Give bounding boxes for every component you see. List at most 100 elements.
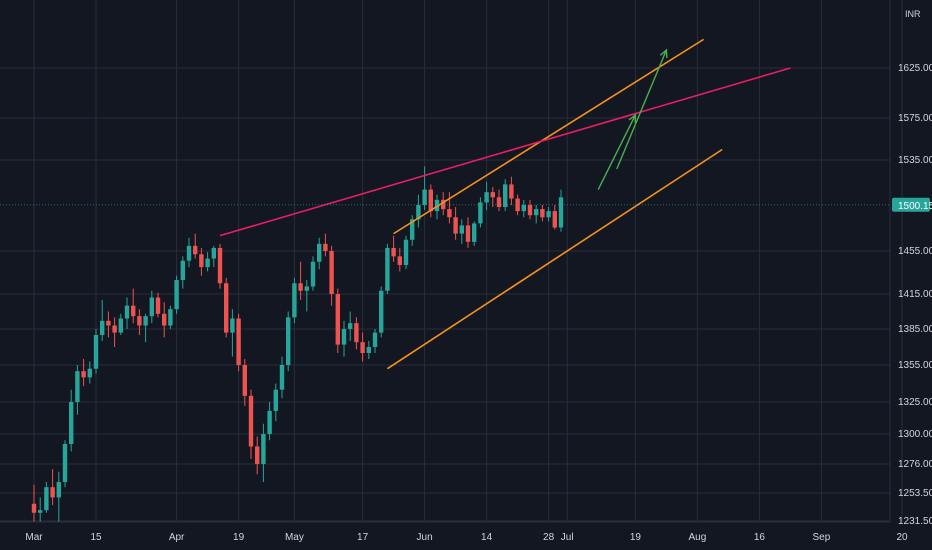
candle-body: [515, 198, 520, 212]
candle-body: [360, 342, 365, 353]
candle-body: [81, 371, 86, 378]
projection-arrow-short: [597, 114, 637, 190]
candle-body: [242, 365, 247, 396]
y-tick-label: 1455.00: [898, 246, 932, 257]
projection-arrow-short-head: [628, 113, 637, 124]
x-tick-label: 14: [481, 532, 493, 543]
x-tick-label: 19: [630, 532, 642, 543]
y-tick-label: 1355.00: [898, 360, 932, 371]
candle-body: [453, 217, 458, 234]
candle-body: [552, 211, 557, 228]
candle-body: [224, 283, 229, 333]
candle-body: [310, 261, 316, 287]
x-tick-label: Jun: [417, 532, 433, 543]
candle-body: [106, 320, 111, 326]
candle-body: [298, 283, 303, 291]
candle-body: [354, 323, 359, 343]
candle-body: [521, 205, 526, 212]
candle-body: [410, 219, 415, 240]
candle-body: [286, 317, 291, 365]
candle-body: [180, 260, 185, 281]
candle-body: [503, 184, 508, 208]
candle-body: [186, 245, 192, 261]
candle-body: [100, 320, 105, 335]
candle-body: [317, 243, 322, 262]
candle-body: [211, 247, 216, 259]
candle-body: [490, 192, 495, 198]
candle-body: [62, 444, 68, 483]
candle-body: [44, 487, 49, 511]
y-tick-label: 1385.00: [898, 324, 932, 335]
candle-body: [323, 243, 328, 251]
candle-body: [267, 410, 272, 434]
candle-body: [441, 199, 446, 210]
grid-lines: [0, 0, 903, 522]
x-tick-label: 17: [357, 532, 369, 543]
candle-body: [527, 205, 533, 216]
y-tick-label: 1276.00: [898, 459, 932, 470]
candle-body: [56, 482, 61, 498]
time-scale[interactable]: Mar 15 Apr 19 May 17 Jun 14 28 Jul 19 Aug 16 Sep 20: [25, 532, 908, 543]
candle-body: [304, 286, 309, 291]
x-tick-label: 15: [90, 532, 102, 543]
x-tick-label: Jul: [561, 532, 574, 543]
candle-body: [93, 335, 99, 369]
candle-body: [385, 247, 390, 291]
candle-body: [230, 318, 235, 333]
candle-body: [155, 297, 161, 314]
candle-body: [348, 323, 353, 329]
y-tick-label: 1625.00: [898, 63, 932, 74]
candle-body: [162, 313, 167, 326]
candle-body: [459, 225, 464, 234]
candle-body: [372, 332, 378, 347]
candle-body: [478, 202, 483, 224]
candle-body: [217, 247, 223, 284]
y-tick-label: 1325.00: [898, 397, 932, 408]
y-tick-label: 1415.00: [898, 289, 932, 300]
resistance-line: [219, 67, 791, 237]
x-tick-label: Mar: [25, 532, 43, 543]
channel-upper-line: [393, 38, 705, 235]
candle-body: [205, 258, 210, 268]
y-tick-label: 1300.00: [898, 429, 932, 440]
candle-body: [335, 294, 340, 345]
candle-body: [131, 305, 136, 317]
candle-body: [509, 184, 514, 199]
candle-body: [366, 347, 371, 353]
candle-body: [391, 247, 396, 257]
candle-body: [261, 434, 266, 464]
x-tick-label: 28: [543, 532, 555, 543]
projection-arrow-long: [616, 49, 668, 170]
candle-body: [118, 318, 123, 333]
candle-body: [416, 205, 421, 220]
candle-body: [397, 256, 402, 265]
candle-body: [484, 192, 489, 203]
last-price-badge: 1500.15: [892, 197, 932, 212]
candle-body: [174, 280, 179, 310]
candle-body: [124, 305, 130, 319]
price-scale[interactable]: 1625.00 1575.00 1535.00 1455.00 1415.00 1385.…: [898, 63, 932, 527]
candle-body: [428, 189, 433, 212]
candle-body: [38, 510, 43, 513]
x-tick-label: May: [285, 532, 304, 543]
candle-body: [50, 487, 55, 498]
x-tick-label: Aug: [689, 532, 707, 543]
candle-body: [112, 325, 117, 333]
candle-body: [143, 316, 148, 326]
x-tick-label: 20: [896, 532, 908, 543]
x-tick-label: Sep: [813, 532, 831, 543]
candle-body: [447, 209, 452, 218]
y-tick-label: 1535.00: [898, 155, 932, 166]
candle-body: [87, 368, 92, 378]
candle-body: [379, 290, 384, 333]
candle-body: [465, 225, 471, 242]
candle-body: [255, 446, 260, 464]
candle-body: [472, 223, 477, 242]
currency-label: INR: [905, 9, 921, 19]
trend-drawings[interactable]: [0, 38, 890, 370]
candle-body: [329, 251, 334, 294]
y-tick-label: 1253.50: [898, 488, 932, 499]
candle-body: [137, 316, 142, 326]
